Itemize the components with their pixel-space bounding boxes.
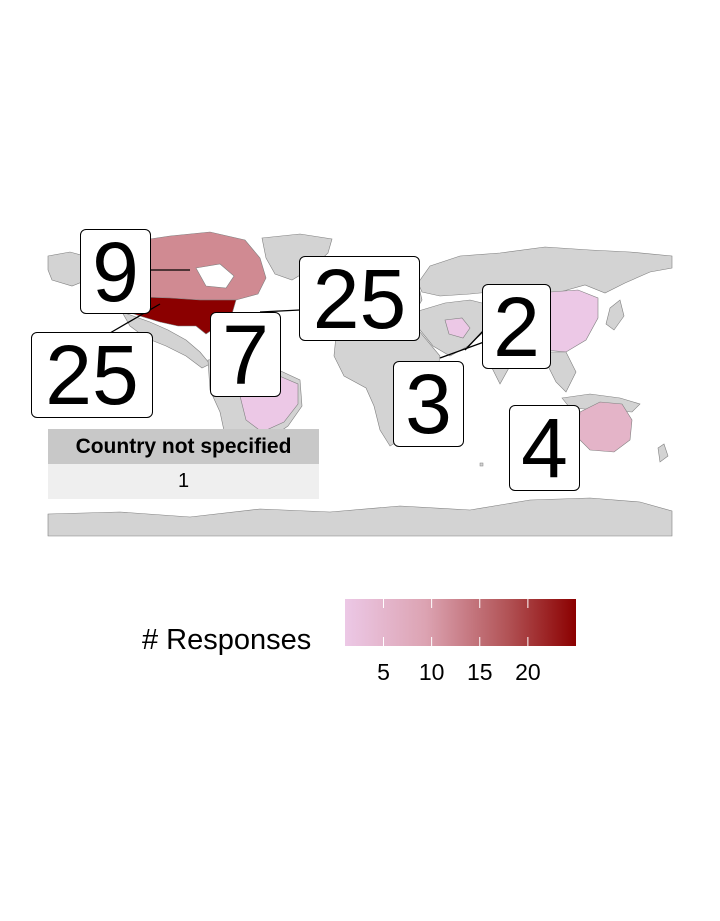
label-africa: 3 [393, 361, 464, 447]
new-zealand [657, 443, 669, 463]
country-not-specified-header: Country not specified [48, 429, 319, 464]
label-oceania: 4 [509, 405, 580, 491]
pacific-island [479, 462, 484, 467]
leader-europe [259, 309, 301, 313]
legend-tick-label: 20 [515, 659, 541, 685]
country-not-specified-value: 1 [48, 464, 319, 499]
leader-usa [109, 303, 161, 334]
japan [605, 299, 625, 331]
hudson-bay [195, 263, 235, 289]
legend-tick-label: 15 [466, 659, 493, 685]
southeast-asia [547, 351, 577, 393]
label-usa: 25 [31, 332, 153, 418]
label-leader-lines [109, 269, 485, 359]
country-not-specified-table: Country not specified 1 [48, 429, 319, 499]
legend-title: # Responses [142, 624, 312, 656]
label-asia: 2 [482, 284, 551, 369]
antarctica [47, 497, 673, 537]
legend-tick-label: 10 [418, 659, 445, 685]
label-south-america: 7 [210, 312, 281, 397]
legend-tick-label: 5 [377, 659, 390, 685]
legend-color-bar [345, 599, 576, 646]
iran [444, 317, 471, 339]
leader-asia [464, 329, 485, 351]
australia [577, 401, 633, 453]
label-europe: 25 [299, 256, 420, 341]
russia [417, 246, 673, 297]
leader-africa [439, 341, 485, 359]
label-canada: 9 [80, 229, 151, 314]
